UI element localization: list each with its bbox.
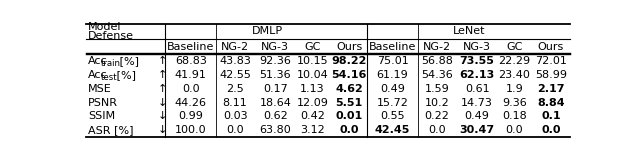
Text: PSNR: PSNR <box>88 97 118 108</box>
Text: MSE: MSE <box>88 84 112 94</box>
Text: 42.45: 42.45 <box>375 125 410 135</box>
Text: 2.5: 2.5 <box>226 84 244 94</box>
Text: 0.0: 0.0 <box>182 84 200 94</box>
Text: ↓: ↓ <box>157 111 167 121</box>
Text: 41.91: 41.91 <box>175 70 207 80</box>
Text: SSIM: SSIM <box>88 111 115 121</box>
Text: 15.72: 15.72 <box>376 97 408 108</box>
Text: 0.61: 0.61 <box>465 84 490 94</box>
Text: ASR [%]: ASR [%] <box>88 125 133 135</box>
Text: 0.49: 0.49 <box>465 111 490 121</box>
Text: ↑: ↑ <box>157 56 167 66</box>
Text: GC: GC <box>506 42 523 52</box>
Text: 14.73: 14.73 <box>461 97 493 108</box>
Text: ↑: ↑ <box>157 70 167 80</box>
Text: 92.36: 92.36 <box>259 56 291 66</box>
Text: 10.2: 10.2 <box>424 97 449 108</box>
Text: LeNet: LeNet <box>453 26 485 36</box>
Text: 51.36: 51.36 <box>259 70 291 80</box>
Text: NG-3: NG-3 <box>261 42 289 52</box>
Text: 0.0: 0.0 <box>541 125 561 135</box>
Text: 0.99: 0.99 <box>179 111 203 121</box>
Text: Acc: Acc <box>88 70 108 80</box>
Text: 0.17: 0.17 <box>263 84 288 94</box>
Text: GC: GC <box>305 42 321 52</box>
Text: Acc: Acc <box>88 56 108 66</box>
Text: 73.55: 73.55 <box>460 56 495 66</box>
Text: 30.47: 30.47 <box>460 125 495 135</box>
Text: 0.55: 0.55 <box>380 111 405 121</box>
Text: 63.80: 63.80 <box>259 125 291 135</box>
Text: 23.40: 23.40 <box>499 70 531 80</box>
Text: NG-3: NG-3 <box>463 42 491 52</box>
Text: 68.83: 68.83 <box>175 56 207 66</box>
Text: 0.0: 0.0 <box>339 125 359 135</box>
Text: NG-2: NG-2 <box>221 42 249 52</box>
Text: 1.13: 1.13 <box>300 84 325 94</box>
Text: 3.12: 3.12 <box>300 125 325 135</box>
Text: ↑: ↑ <box>157 84 167 94</box>
Text: 100.0: 100.0 <box>175 125 207 135</box>
Text: 54.36: 54.36 <box>421 70 452 80</box>
Text: 0.42: 0.42 <box>300 111 325 121</box>
Text: 0.0: 0.0 <box>227 125 244 135</box>
Text: Baseline: Baseline <box>167 42 214 52</box>
Text: 9.36: 9.36 <box>502 97 527 108</box>
Text: 5.51: 5.51 <box>335 97 363 108</box>
Text: 10.15: 10.15 <box>297 56 328 66</box>
Text: DMLP: DMLP <box>252 26 283 36</box>
Text: 0.01: 0.01 <box>335 111 363 121</box>
Text: 0.03: 0.03 <box>223 111 248 121</box>
Text: 0.1: 0.1 <box>541 111 561 121</box>
Text: 0.0: 0.0 <box>428 125 445 135</box>
Text: 1.9: 1.9 <box>506 84 524 94</box>
Text: [%]: [%] <box>113 70 136 80</box>
Text: 0.18: 0.18 <box>502 111 527 121</box>
Text: 0.22: 0.22 <box>424 111 449 121</box>
Text: 2.17: 2.17 <box>537 84 564 94</box>
Text: test: test <box>100 73 117 82</box>
Text: Defense: Defense <box>88 31 134 41</box>
Text: Baseline: Baseline <box>369 42 416 52</box>
Text: 98.22: 98.22 <box>332 56 367 66</box>
Text: 43.83: 43.83 <box>219 56 251 66</box>
Text: 75.01: 75.01 <box>376 56 408 66</box>
Text: 1.59: 1.59 <box>424 84 449 94</box>
Text: [%]: [%] <box>116 56 139 66</box>
Text: 18.64: 18.64 <box>259 97 291 108</box>
Text: 62.13: 62.13 <box>460 70 495 80</box>
Text: 8.84: 8.84 <box>537 97 564 108</box>
Text: 72.01: 72.01 <box>535 56 567 66</box>
Text: 12.09: 12.09 <box>297 97 328 108</box>
Text: NG-2: NG-2 <box>423 42 451 52</box>
Text: ↓: ↓ <box>157 125 167 135</box>
Text: 0.0: 0.0 <box>506 125 524 135</box>
Text: 8.11: 8.11 <box>223 97 248 108</box>
Text: 58.99: 58.99 <box>535 70 567 80</box>
Text: 4.62: 4.62 <box>335 84 363 94</box>
Text: train: train <box>100 59 120 68</box>
Text: 0.62: 0.62 <box>263 111 288 121</box>
Text: 56.88: 56.88 <box>421 56 453 66</box>
Text: 61.19: 61.19 <box>376 70 408 80</box>
Text: 54.16: 54.16 <box>332 70 367 80</box>
Text: 0.49: 0.49 <box>380 84 405 94</box>
Text: 10.04: 10.04 <box>297 70 328 80</box>
Text: Ours: Ours <box>336 42 362 52</box>
Text: 42.55: 42.55 <box>219 70 251 80</box>
Text: ↓: ↓ <box>157 97 167 108</box>
Text: Ours: Ours <box>538 42 564 52</box>
Text: 22.29: 22.29 <box>499 56 531 66</box>
Text: 44.26: 44.26 <box>175 97 207 108</box>
Text: Model: Model <box>88 22 122 32</box>
